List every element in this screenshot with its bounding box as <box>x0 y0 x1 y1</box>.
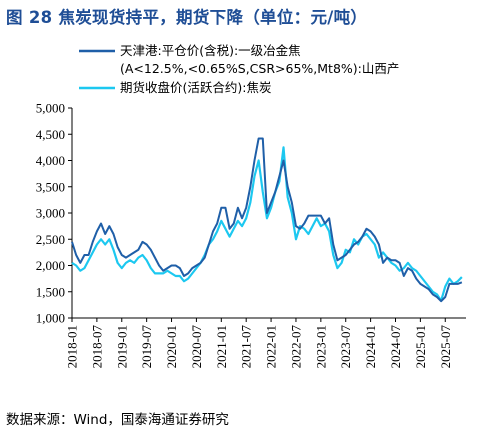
x-tick-label: 2018-07 <box>89 325 104 369</box>
y-tick-label: 2,500 <box>36 232 65 247</box>
legend-label-futures-price: 期货收盘价(活跃合约):焦炭 <box>120 80 271 95</box>
x-tick-label: 2019-07 <box>139 325 154 369</box>
y-tick-label: 2,000 <box>36 258 65 273</box>
x-tick-label: 2021-01 <box>214 325 229 368</box>
source-note: 数据来源：Wind，国泰海通证券研究 <box>6 412 229 428</box>
x-tick-label: 2019-01 <box>114 325 129 368</box>
x-axis: 2018-01 2018-07 2019-01 2019-07 2020-01 2020-… <box>65 317 466 369</box>
y-tick-label: 4,000 <box>36 153 65 168</box>
x-tick-label: 2022-01 <box>264 325 279 368</box>
legend-label-spot-price-line2: (A<12.5%,<0.65%S,CSR>65%,Mt8%):山西产 <box>120 61 399 76</box>
x-tick-label: 2020-01 <box>164 325 179 368</box>
x-tick-label: 2021-07 <box>239 325 254 369</box>
x-tick-label: 2024-07 <box>388 325 403 369</box>
series-line-futures-price <box>71 146 463 302</box>
x-tick-label: 2025-01 <box>413 325 428 368</box>
y-tick-label: 1,500 <box>36 284 65 299</box>
y-axis: 1,000 1,500 2,000 2,500 3,000 3,500 4,000 4,500… <box>36 101 73 326</box>
series-line-spot-price <box>71 137 463 303</box>
x-tick-label: 2023-01 <box>313 325 328 368</box>
series-layer <box>71 137 463 303</box>
y-tick-label: 5,000 <box>36 101 65 116</box>
x-tick-label: 2024-01 <box>363 325 378 368</box>
y-tick-label: 4,500 <box>36 127 65 142</box>
x-tick-label: 2023-07 <box>338 325 353 369</box>
x-tick-label: 2020-07 <box>189 325 204 369</box>
legend-label-spot-price-line1: 天津港:平仓价(含税):一级冶金焦 <box>120 43 301 58</box>
figure-title: 图 28 焦炭现货持平，期货下降（单位：元/吨） <box>6 8 368 27</box>
y-tick-label: 1,000 <box>36 311 65 326</box>
x-tick-label: 2022-07 <box>288 325 303 369</box>
y-tick-label: 3,500 <box>36 179 65 194</box>
y-tick-label: 3,000 <box>36 206 65 221</box>
x-tick-label: 2018-01 <box>65 325 80 368</box>
legend: 天津港:平仓价(含税):一级冶金焦 (A<12.5%,<0.65%S,CSR>6… <box>79 43 399 95</box>
x-tick-label: 2025-07 <box>438 325 453 369</box>
